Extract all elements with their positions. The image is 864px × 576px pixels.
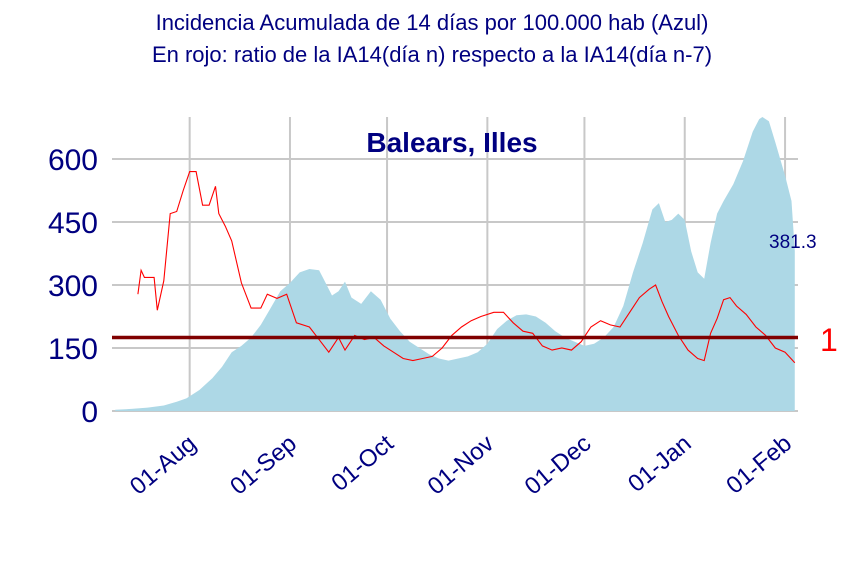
x-tick-label: 01-Dec bbox=[520, 430, 597, 500]
y-axis-ticks: 0 150 300 450 600 bbox=[48, 144, 98, 429]
last-value-label: 381.3 bbox=[769, 232, 817, 253]
incidence-area bbox=[115, 117, 795, 411]
ratio-line bbox=[137, 171, 796, 364]
x-tick-label: 01-Aug bbox=[125, 430, 202, 500]
x-tick-label: 01-Nov bbox=[423, 430, 500, 500]
chart-title: Incidencia Acumulada de 14 días por 100.… bbox=[156, 10, 709, 35]
y-tick-label: 450 bbox=[48, 207, 98, 240]
y-tick-label: 600 bbox=[48, 144, 98, 177]
panel-title: Balears, Illes bbox=[366, 127, 537, 158]
x-axis-ticks: 01-Aug 01-Sep 01-Oct 01-Nov 01-Dec 01-Jan 01-F… bbox=[125, 430, 797, 501]
y-tick-label: 150 bbox=[48, 333, 98, 366]
y-tick-label: 300 bbox=[48, 270, 98, 303]
x-tick-label: 01-Feb bbox=[721, 430, 797, 500]
grid bbox=[112, 117, 798, 412]
y-tick-label: 0 bbox=[81, 396, 98, 429]
x-tick-label: 01-Sep bbox=[225, 430, 302, 500]
x-tick-label: 01-Jan bbox=[623, 430, 697, 498]
chart-subtitle: En rojo: ratio de la IA14(día n) respect… bbox=[152, 42, 712, 67]
reference-line-label: 1 bbox=[820, 322, 838, 358]
x-tick-label: 01-Oct bbox=[326, 430, 399, 497]
ratio-line-path bbox=[137, 171, 796, 364]
incidence-area-path bbox=[115, 117, 795, 411]
